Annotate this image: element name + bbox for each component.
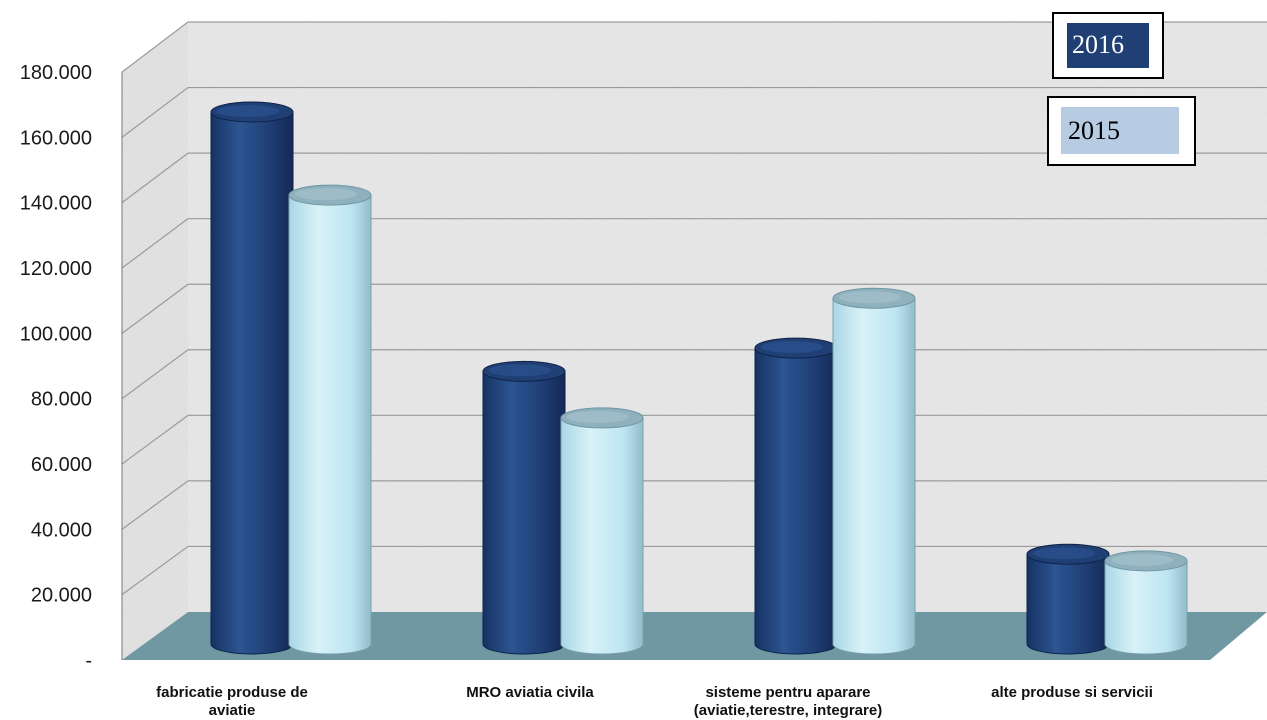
y-tick-label: 120.000 [20, 258, 92, 280]
gridline-side [121, 218, 189, 269]
gridline-side [121, 21, 189, 73]
bar-top-highlight [1033, 547, 1095, 560]
y-tick-label: 20.000 [31, 585, 92, 607]
y-tick-label: 80.000 [31, 389, 92, 411]
bar-top-highlight [217, 105, 279, 117]
gridline-side [121, 414, 189, 465]
y-tick-label: 40.000 [31, 519, 92, 541]
legend-item-2016: 2016 [1052, 12, 1164, 79]
bar-2015-1 [560, 407, 644, 655]
bar-top-highlight [567, 410, 629, 423]
gridline-side [121, 152, 189, 204]
bar-body [482, 370, 566, 655]
bars [210, 101, 1188, 655]
bar-2016-2 [754, 337, 838, 655]
bar-top-highlight [489, 364, 551, 377]
legend-item-2015: 2015 [1047, 96, 1196, 166]
back-wall-texture [188, 22, 1267, 612]
y-tick-label: 60.000 [31, 454, 92, 476]
y-tick-label: - [85, 650, 92, 672]
x-category-label: fabricatie produse de [156, 684, 308, 701]
legend: 2016 2015 [1047, 12, 1196, 166]
gridline-side [121, 283, 189, 334]
x-category-label: alte produse si servicii [991, 684, 1153, 701]
plot-wall [122, 22, 1267, 660]
x-category-label: (aviatie,terestre, integrare) [694, 702, 882, 719]
legend-label-2016: 2016 [1072, 30, 1124, 59]
bar-body [754, 347, 838, 655]
floor [122, 612, 1267, 660]
bar-body [210, 111, 294, 655]
floor-group [121, 72, 1267, 660]
legend-swatch-2016 [1067, 23, 1149, 68]
x-category-label: aviatie [209, 702, 256, 719]
side-wall-texture [122, 22, 188, 660]
gridline-side [121, 545, 189, 596]
bar-2016-0 [210, 101, 294, 655]
bar-body [288, 194, 372, 655]
y-axis-ticks: - 20.000 40.000 60.000 80.000 100.000 120.000 1… [20, 62, 92, 672]
bar-2015-2 [832, 287, 916, 655]
bar-top-highlight [761, 341, 823, 354]
bar-top-highlight [1111, 553, 1173, 566]
y-tick-label: 100.000 [20, 323, 92, 345]
bar-2015-0 [288, 184, 372, 655]
x-category-label: sisteme pentru aparare [705, 684, 870, 701]
gridline-side [121, 87, 189, 138]
legend-label-2015: 2015 [1068, 116, 1120, 145]
gridline-side [121, 480, 189, 530]
y-tick-label: 180.000 [20, 62, 92, 84]
bar-2015-3 [1104, 550, 1188, 655]
bar-body [1104, 560, 1188, 655]
bar-top-highlight [295, 188, 357, 201]
bar-body [560, 417, 644, 655]
bar-top-highlight [839, 291, 901, 304]
y-tick-label: 160.000 [20, 127, 92, 149]
y-tick-label: 140.000 [20, 193, 92, 215]
bar-body [832, 297, 916, 655]
x-category-label: MRO aviatia civila [466, 684, 594, 701]
bar-2016-1 [482, 360, 566, 655]
bar-2016-3 [1026, 543, 1110, 655]
legend-swatch-2015 [1061, 107, 1179, 154]
bar-body [1026, 553, 1110, 655]
gridline-side [121, 349, 189, 400]
